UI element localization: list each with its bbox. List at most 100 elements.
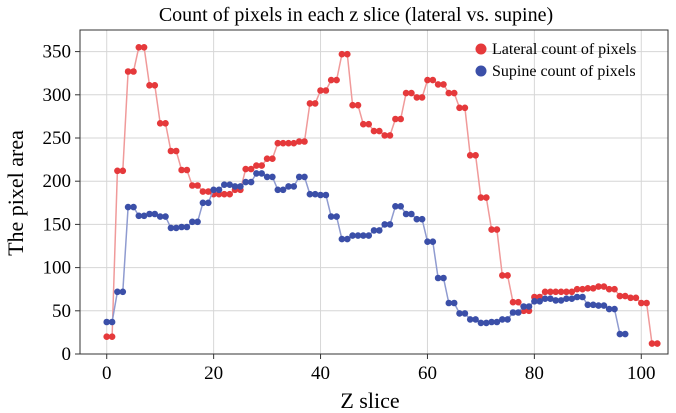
data-point xyxy=(648,340,656,347)
legend-marker xyxy=(475,65,487,77)
data-point xyxy=(472,152,479,159)
data-point xyxy=(434,274,442,282)
data-point xyxy=(237,183,244,190)
data-point xyxy=(156,120,164,127)
data-point xyxy=(189,218,196,226)
data-point xyxy=(573,293,581,301)
data-point xyxy=(114,167,121,175)
data-point xyxy=(611,305,618,313)
data-point xyxy=(242,178,249,186)
data-point xyxy=(525,303,533,310)
x-tick-label: 20 xyxy=(204,363,223,384)
data-point xyxy=(103,318,110,326)
data-point xyxy=(285,139,292,147)
data-point xyxy=(493,318,501,326)
data-point xyxy=(146,210,153,218)
data-point xyxy=(509,298,517,306)
data-point xyxy=(456,310,463,317)
y-tick-label: 200 xyxy=(43,171,72,192)
data-point xyxy=(285,183,292,190)
data-point xyxy=(327,213,335,220)
data-point xyxy=(515,298,522,306)
data-point xyxy=(541,295,549,303)
data-point xyxy=(413,215,421,223)
data-point xyxy=(611,285,618,293)
data-point xyxy=(327,76,335,84)
data-point xyxy=(472,316,479,323)
data-point xyxy=(579,285,586,293)
data-point xyxy=(247,165,255,173)
data-point xyxy=(381,221,389,228)
data-point xyxy=(632,294,640,302)
data-point xyxy=(595,283,602,290)
data-point xyxy=(552,297,559,304)
data-point xyxy=(408,89,415,97)
data-point xyxy=(231,183,239,190)
data-point xyxy=(295,173,303,181)
data-point xyxy=(424,238,431,245)
data-point xyxy=(466,152,474,159)
data-point xyxy=(456,104,463,112)
data-point xyxy=(643,299,650,307)
data-point xyxy=(172,147,180,155)
data-point xyxy=(466,316,474,323)
data-point xyxy=(386,221,394,228)
data-point xyxy=(226,190,233,198)
data-point xyxy=(167,224,175,232)
data-point xyxy=(290,139,298,147)
data-point xyxy=(210,186,217,194)
data-point xyxy=(119,288,127,296)
data-point xyxy=(242,165,249,173)
chart-title: Count of pixels in each z slice (lateral… xyxy=(159,4,553,26)
data-point xyxy=(477,194,485,201)
data-point xyxy=(194,182,201,189)
data-point xyxy=(311,190,319,198)
data-point xyxy=(349,232,356,239)
x-tick-label: 60 xyxy=(418,363,437,384)
data-point xyxy=(349,101,356,109)
data-point xyxy=(600,302,608,309)
data-point xyxy=(183,223,191,231)
data-point xyxy=(563,295,570,303)
data-point xyxy=(509,309,517,316)
data-point xyxy=(258,162,266,169)
data-point xyxy=(376,127,383,135)
data-point xyxy=(130,203,137,211)
data-point xyxy=(301,173,308,181)
data-point xyxy=(344,235,351,243)
axis-ticks: 0 20 40 60 80 100 0 50 100 150 200 250 300 350 xyxy=(43,42,656,384)
data-point xyxy=(402,210,410,218)
data-point xyxy=(317,191,324,199)
data-point xyxy=(434,81,442,88)
data-point xyxy=(215,186,223,194)
data-point xyxy=(306,190,314,198)
y-tick-label: 250 xyxy=(43,128,72,149)
series-1 xyxy=(103,44,661,347)
data-point xyxy=(584,301,592,309)
data-point xyxy=(365,120,373,128)
data-point xyxy=(178,223,185,231)
data-point xyxy=(418,215,426,223)
data-point xyxy=(290,183,298,190)
data-point xyxy=(504,272,511,279)
data-point xyxy=(488,226,495,233)
data-point xyxy=(477,319,485,327)
data-point xyxy=(183,166,191,174)
data-point xyxy=(354,101,362,109)
data-point xyxy=(595,302,602,309)
data-point xyxy=(279,139,287,147)
data-point xyxy=(151,82,159,89)
data-point xyxy=(520,303,527,310)
data-point xyxy=(386,132,394,139)
data-point xyxy=(194,218,201,226)
data-point xyxy=(135,212,143,220)
y-tick-label: 100 xyxy=(43,258,72,279)
data-point xyxy=(392,115,399,123)
data-point xyxy=(536,298,543,305)
data-point xyxy=(247,178,255,186)
data-point xyxy=(589,285,597,292)
data-point xyxy=(413,94,421,101)
data-point xyxy=(226,181,233,188)
y-tick-label: 150 xyxy=(43,214,72,235)
